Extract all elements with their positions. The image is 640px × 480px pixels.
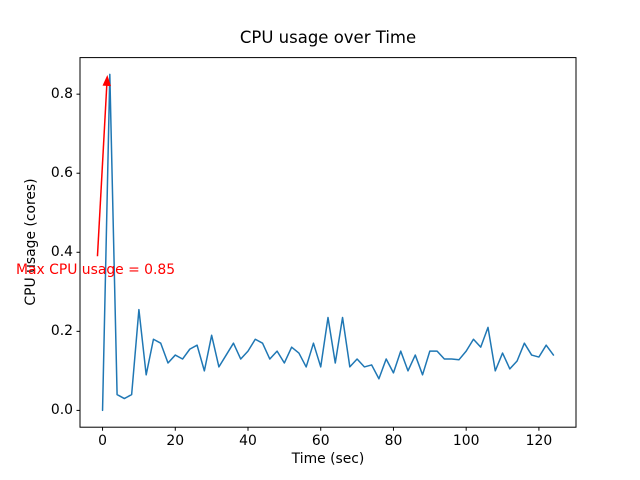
x-tick-label: 120 — [525, 433, 553, 450]
annotation-arrow-shaft — [96, 85, 108, 257]
y-tick-label: 0.4 — [50, 244, 73, 261]
max-cpu-annotation-text: Max CPU usage = 0.85 — [16, 262, 176, 279]
y-tick-label: 0.0 — [50, 402, 73, 419]
chart-title: CPU usage over Time — [239, 28, 417, 47]
y-tick-label: 0.6 — [50, 165, 73, 182]
y-tick-label: 0.2 — [50, 323, 73, 340]
x-tick-label: 40 — [239, 433, 257, 450]
x-tick-label: 80 — [384, 433, 403, 450]
x-tick-label: 0 — [98, 433, 107, 450]
annotation-arrow-head — [102, 74, 111, 87]
cpu-usage-series-line — [101, 73, 555, 412]
x-tick-label: 100 — [452, 433, 480, 450]
y-tick-label: 0.8 — [50, 86, 73, 103]
axes-spines — [79, 57, 577, 428]
x-tick-label: 20 — [166, 433, 185, 450]
x-axis-label: Time (sec) — [291, 451, 365, 467]
x-tick-label: 60 — [311, 433, 330, 450]
y-axis-label-text: CPU usage (cores) — [23, 178, 39, 306]
